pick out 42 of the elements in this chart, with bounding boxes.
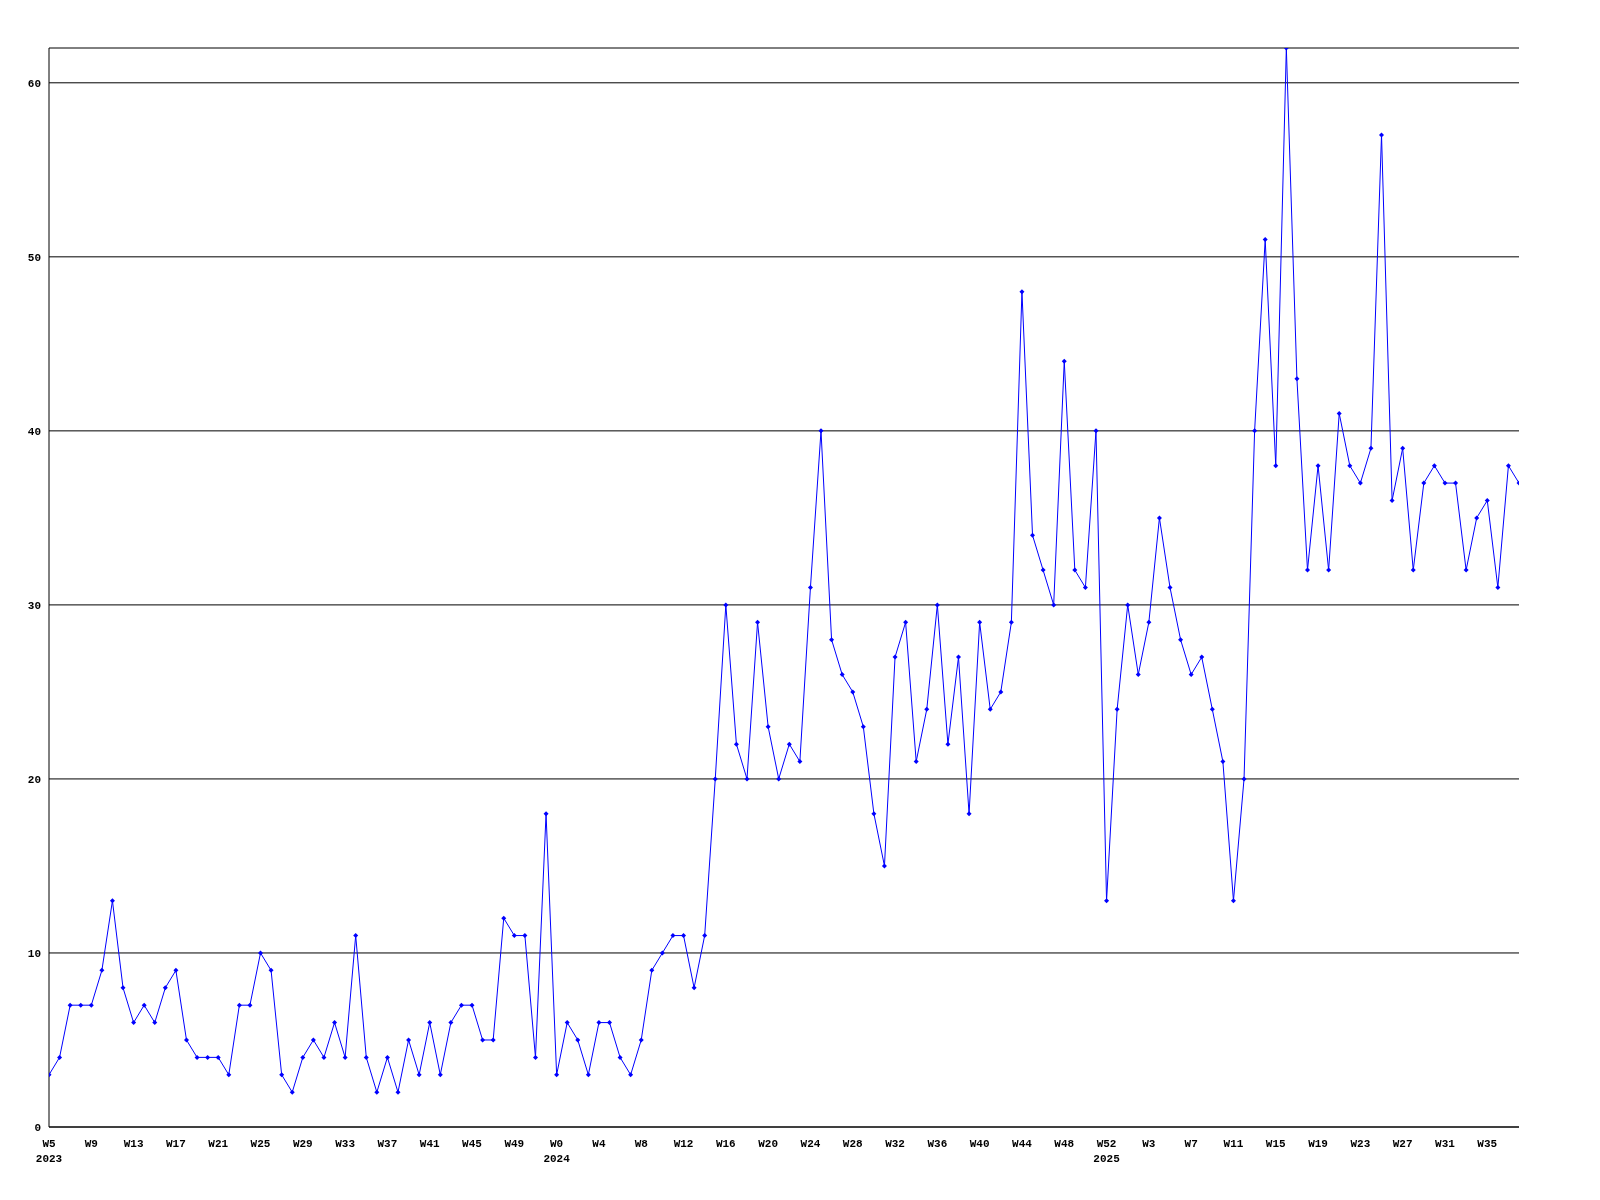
x-tick-label: W52 2025: [1093, 1138, 1121, 1165]
x-tick-label: W32: [885, 1138, 905, 1150]
x-tick-label: W40: [969, 1138, 990, 1150]
x-tick-label: W21: [208, 1138, 229, 1150]
x-tick-label: W25: [250, 1138, 271, 1150]
y-tick-label: 40: [27, 425, 41, 438]
x-tick-label: W15: [1265, 1138, 1287, 1150]
x-tick-label: W3: [1142, 1138, 1156, 1150]
x-tick-label: W27: [1392, 1138, 1413, 1150]
x-tick-label: W37: [377, 1138, 398, 1150]
x-tick-label: W23: [1350, 1138, 1371, 1150]
x-tick-label: W28: [842, 1138, 864, 1150]
x-tick-label: W4: [592, 1138, 606, 1150]
y-tick-label: 30: [27, 599, 41, 612]
x-tick-label: W13: [123, 1138, 144, 1150]
x-tick-label: W0 2024: [543, 1138, 571, 1165]
x-tick-label: W8: [634, 1138, 649, 1150]
x-tick-label: W7: [1184, 1138, 1198, 1150]
x-tick-label: W48: [1054, 1138, 1075, 1150]
x-tick-label: W19: [1308, 1138, 1328, 1150]
x-tick-label: W41: [419, 1138, 441, 1150]
x-tick-label: W31: [1435, 1138, 1456, 1150]
x-tick-label: W20: [758, 1138, 779, 1150]
y-tick-label: 20: [27, 773, 41, 786]
y-tick-label: 0: [34, 1121, 41, 1134]
x-tick-label: W16: [715, 1138, 736, 1150]
x-tick-label: W24: [800, 1138, 821, 1150]
x-tick-label: W9: [84, 1138, 98, 1150]
x-tick-label: W44: [1012, 1138, 1033, 1150]
x-tick-label: W35: [1477, 1138, 1498, 1150]
x-tick-label: W49: [504, 1138, 525, 1150]
x-tick-label: W36: [927, 1138, 948, 1150]
x-tick-label: W12: [673, 1138, 694, 1150]
y-tick-label: 60: [27, 77, 41, 90]
x-tick-label: W29: [292, 1138, 313, 1150]
y-tick-label: 50: [27, 251, 41, 264]
x-tick-label: W5 2023: [35, 1138, 63, 1165]
x-tick-label: W11: [1223, 1138, 1244, 1150]
x-tick-label: W45: [462, 1138, 483, 1150]
x-tick-label: W17: [166, 1138, 186, 1150]
y-tick-label: 10: [27, 947, 41, 960]
x-tick-label: W33: [335, 1138, 356, 1150]
